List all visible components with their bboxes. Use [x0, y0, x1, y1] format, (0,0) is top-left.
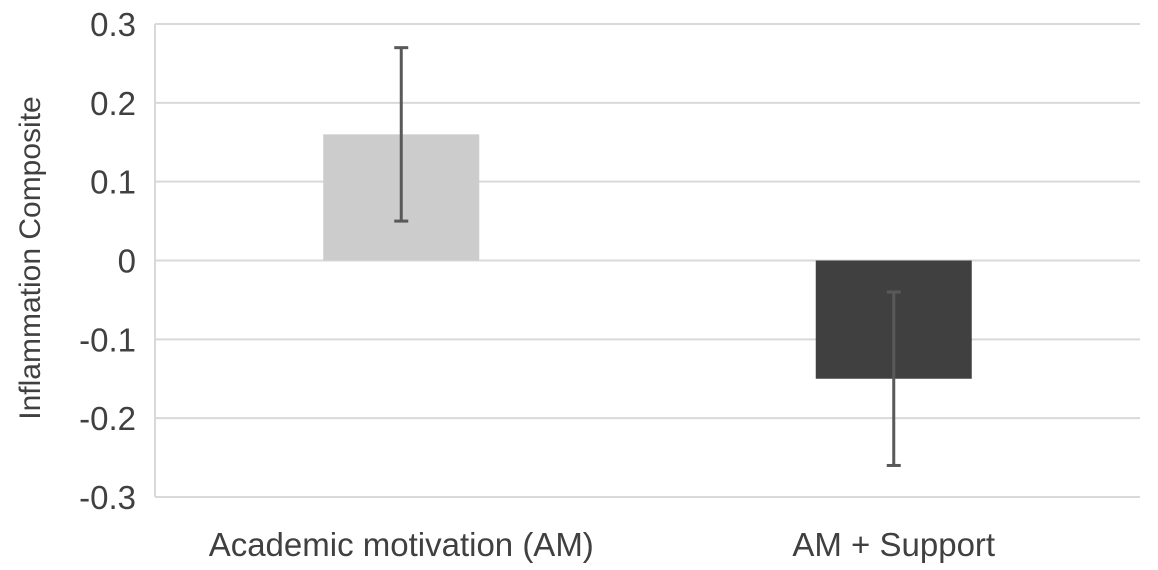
y-tick-label: -0.3: [79, 479, 136, 516]
y-tick-label: -0.2: [79, 400, 136, 437]
x-category-label: AM + Support: [792, 526, 995, 563]
y-axis-title: Inflammation Composite: [14, 96, 47, 419]
y-tick-label: 0: [118, 243, 136, 280]
bars: [323, 134, 972, 379]
y-tick-label: 0.3: [90, 6, 136, 43]
y-tick-labels: 0.3 0.2 0.1 0 -0.1 -0.2 -0.3: [79, 6, 136, 516]
error-bars: [394, 46, 901, 467]
gridlines: [154, 23, 1140, 498]
x-category-label: Academic motivation (AM): [209, 526, 594, 563]
y-tick-label: 0.2: [90, 85, 136, 122]
y-tick-label: -0.1: [79, 321, 136, 358]
y-tick-label: 0.1: [90, 164, 136, 201]
category-labels: Academic motivation (AM) AM + Support: [209, 526, 995, 563]
